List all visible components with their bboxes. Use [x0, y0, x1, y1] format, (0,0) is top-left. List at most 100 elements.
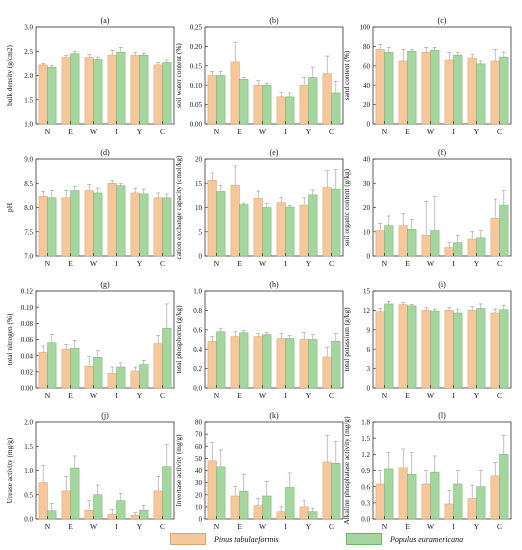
- x-tick-label: N: [214, 127, 220, 136]
- x-tick-label: C: [329, 522, 334, 531]
- y-tick-label: 1.5: [24, 96, 33, 104]
- y-tick-label: 0.2: [193, 365, 202, 373]
- bar-pinus: [398, 467, 408, 520]
- x-tick-label: E: [68, 127, 73, 136]
- bar-populus: [308, 194, 318, 257]
- chart-panel: (l) 0.0 0.3 0.6 0.9 1.2 1.5 1.8 Alkaline phospha…: [342, 411, 512, 531]
- x-tick-label: N: [214, 391, 220, 400]
- bar-pinus: [130, 54, 140, 125]
- y-tick-label: 1.0: [24, 121, 33, 129]
- bar-pinus: [375, 311, 385, 389]
- bar-populus: [430, 50, 440, 125]
- bar-pinus: [107, 183, 117, 257]
- bar-pinus: [207, 180, 217, 257]
- bar-populus: [384, 303, 394, 389]
- y-tick-label: 20: [195, 491, 203, 499]
- plot-frame: [35, 421, 175, 520]
- bar-pinus: [61, 57, 71, 125]
- bar-populus: [331, 462, 341, 520]
- bar-populus: [285, 338, 295, 389]
- chart-panel: (k) 0 10 20 30 40 50 60 70 80 Invertase activity (…: [174, 411, 344, 531]
- chart-panel: (c) 0 20 40 60 80 100 sand content (%) N E W I Y C: [342, 16, 512, 136]
- panel-title: (c): [438, 16, 447, 25]
- bar-populus: [453, 312, 463, 389]
- x-tick-label: I: [452, 391, 455, 400]
- chart-panel: (i) 0 3 6 9 12 15 total potassium (g/kg) N E W I Y C: [342, 280, 512, 400]
- bar-pinus: [276, 96, 286, 125]
- bar-populus: [93, 59, 103, 125]
- y-tick-label: 0: [199, 253, 203, 261]
- x-tick-label: I: [452, 127, 455, 136]
- y-axis-label: cation exchange capacity (cmol/kg): [174, 155, 183, 260]
- bar-populus: [384, 468, 394, 520]
- bar-pinus: [230, 336, 240, 389]
- x-tick-label: N: [45, 522, 51, 531]
- x-tick-label: N: [382, 259, 388, 268]
- bar-populus: [162, 62, 172, 125]
- plot-frame: [204, 290, 344, 389]
- bar-pinus: [421, 483, 431, 520]
- bar-populus: [262, 334, 272, 389]
- bar-populus: [70, 190, 80, 257]
- y-tick-label: 2.0: [24, 419, 33, 427]
- y-tick-label: 80: [195, 419, 203, 427]
- y-tick-label: 10: [195, 204, 203, 212]
- bar-pinus: [322, 461, 332, 520]
- y-tick-label: 50: [195, 455, 203, 463]
- plot-frame: [204, 26, 344, 125]
- y-tick-label: 30: [195, 479, 203, 487]
- x-tick-label: I: [115, 522, 118, 531]
- y-tick-label: 0.02: [21, 368, 34, 376]
- y-tick-label: 10: [363, 228, 371, 236]
- bar-populus: [308, 339, 318, 389]
- bar-pinus: [61, 348, 71, 389]
- bar-pinus: [84, 365, 94, 389]
- y-tick-label: 0.0: [24, 516, 33, 524]
- panel-title: (e): [270, 148, 279, 157]
- bar-populus: [331, 341, 341, 389]
- y-tick-label: 6: [367, 346, 371, 354]
- bar-populus: [262, 84, 272, 125]
- x-tick-label: C: [329, 259, 334, 268]
- bar-populus: [139, 364, 149, 389]
- x-tick-label: I: [284, 391, 287, 400]
- x-tick-label: I: [115, 391, 118, 400]
- y-tick-label: 0.8: [193, 307, 202, 315]
- y-tick-label: 0.15: [190, 62, 203, 70]
- bar-pinus: [299, 506, 309, 520]
- x-tick-label: Y: [306, 522, 312, 531]
- panel-title: (i): [438, 280, 446, 289]
- bar-pinus: [299, 84, 309, 125]
- y-tick-label: 9: [367, 326, 371, 334]
- y-tick-label: 70: [195, 431, 203, 439]
- y-tick-label: 40: [363, 82, 371, 90]
- panel-title: (b): [269, 16, 279, 25]
- x-tick-label: Y: [306, 391, 312, 400]
- bar-populus: [162, 197, 172, 257]
- y-tick-label: 1.5: [24, 443, 33, 451]
- bar-pinus: [490, 60, 500, 125]
- bar-pinus: [490, 475, 500, 520]
- y-tick-label: 0: [367, 253, 371, 261]
- y-axis-label: soil organic content (g/kg): [342, 168, 351, 246]
- bar-pinus: [490, 218, 500, 257]
- y-tick-label: 2.5: [24, 48, 33, 56]
- y-tick-label: 1.2: [361, 451, 370, 459]
- bar-pinus: [38, 352, 48, 389]
- x-tick-label: W: [90, 391, 98, 400]
- bar-populus: [430, 310, 440, 389]
- x-tick-label: W: [90, 522, 98, 531]
- panel-title: (l): [438, 411, 446, 420]
- bar-populus: [476, 237, 486, 257]
- y-tick-label: 0.00: [190, 121, 203, 129]
- bar-populus: [239, 490, 249, 520]
- x-tick-label: Y: [137, 522, 143, 531]
- y-tick-label: 0.10: [21, 304, 34, 312]
- bar-pinus: [276, 338, 286, 389]
- bar-populus: [331, 188, 341, 257]
- bar-populus: [70, 467, 80, 520]
- bar-populus: [476, 486, 486, 520]
- bar-populus: [162, 327, 172, 389]
- chart-panel: (e) 0 5 10 15 20 cation exchange capacity (cmo…: [174, 148, 344, 268]
- y-tick-label: 3.0: [24, 24, 33, 32]
